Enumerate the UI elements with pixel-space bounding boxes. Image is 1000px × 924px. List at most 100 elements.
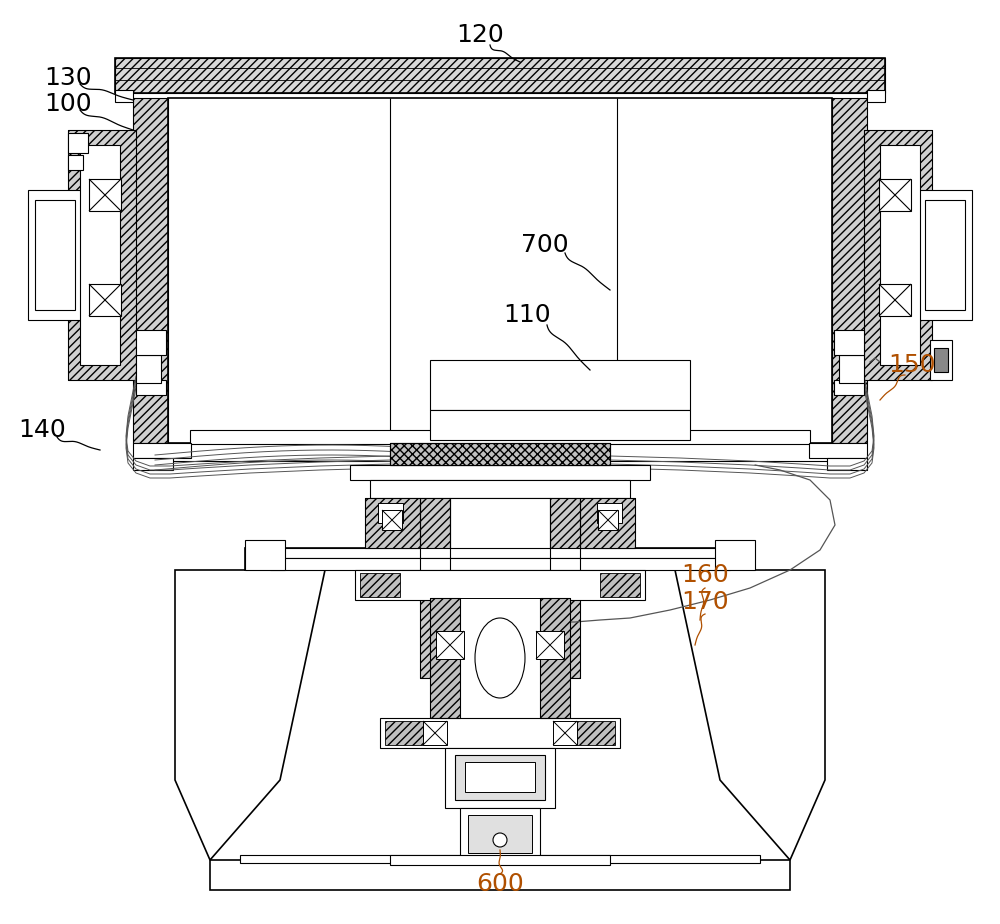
Bar xyxy=(715,540,755,570)
Bar xyxy=(867,90,885,102)
Bar xyxy=(864,130,932,380)
Circle shape xyxy=(493,833,507,847)
Bar xyxy=(245,548,755,570)
Bar xyxy=(380,718,620,748)
Bar xyxy=(445,748,555,808)
Polygon shape xyxy=(175,570,325,860)
Bar xyxy=(245,540,285,570)
Bar xyxy=(834,380,864,395)
Bar xyxy=(80,145,120,365)
Bar xyxy=(540,598,570,718)
Bar xyxy=(365,498,420,548)
Text: 140: 140 xyxy=(18,418,66,442)
Bar xyxy=(68,133,88,153)
Bar xyxy=(575,721,615,745)
Bar xyxy=(168,443,832,461)
Bar xyxy=(468,815,532,853)
Bar xyxy=(540,598,570,718)
Bar xyxy=(89,179,121,211)
Bar xyxy=(210,860,790,890)
Ellipse shape xyxy=(475,618,525,698)
Bar xyxy=(390,855,610,865)
Bar xyxy=(350,465,650,480)
Bar xyxy=(460,598,540,718)
Bar xyxy=(136,380,166,395)
Text: 150: 150 xyxy=(888,353,936,377)
Bar xyxy=(35,200,75,310)
Bar xyxy=(136,330,166,355)
Text: 100: 100 xyxy=(44,92,92,116)
Bar xyxy=(365,498,420,548)
Bar xyxy=(880,145,920,365)
Bar xyxy=(925,200,965,310)
Bar xyxy=(420,498,450,678)
Bar xyxy=(168,98,832,443)
Bar xyxy=(280,548,720,558)
Bar xyxy=(430,410,690,440)
Bar xyxy=(809,443,867,458)
Text: 120: 120 xyxy=(456,23,504,47)
Bar xyxy=(133,443,191,458)
Bar xyxy=(355,570,645,600)
Bar xyxy=(390,443,610,465)
Bar xyxy=(378,503,403,523)
Bar xyxy=(190,430,810,444)
Bar xyxy=(864,130,932,380)
Bar xyxy=(600,573,640,597)
Bar xyxy=(390,443,610,465)
Bar xyxy=(68,155,83,170)
Bar xyxy=(430,598,460,718)
Bar xyxy=(115,90,133,102)
Text: 130: 130 xyxy=(44,66,92,90)
Bar xyxy=(89,284,121,316)
Polygon shape xyxy=(675,570,825,860)
Text: 160: 160 xyxy=(681,563,729,587)
Bar xyxy=(430,598,460,718)
Bar xyxy=(115,58,885,93)
Bar xyxy=(832,98,867,443)
Bar xyxy=(436,631,464,659)
Bar xyxy=(455,755,545,800)
Bar xyxy=(450,498,550,678)
Bar xyxy=(28,190,83,320)
Bar xyxy=(460,808,540,858)
Bar xyxy=(68,130,136,380)
Text: 170: 170 xyxy=(681,590,729,614)
Bar xyxy=(834,330,864,355)
Bar xyxy=(580,498,635,548)
Bar xyxy=(550,498,580,678)
Text: 700: 700 xyxy=(521,233,569,257)
Text: 110: 110 xyxy=(503,303,551,327)
Bar xyxy=(115,58,885,93)
Bar xyxy=(133,458,173,470)
Bar xyxy=(580,498,635,548)
Bar xyxy=(133,98,168,443)
Bar xyxy=(420,498,450,678)
Bar xyxy=(553,721,577,745)
Bar xyxy=(934,348,948,372)
Bar xyxy=(68,130,136,380)
Text: 600: 600 xyxy=(476,872,524,896)
Bar xyxy=(360,573,400,597)
Bar xyxy=(879,179,911,211)
Bar xyxy=(240,855,760,863)
Bar xyxy=(270,558,730,570)
Bar xyxy=(839,355,864,383)
Bar xyxy=(879,284,911,316)
Bar xyxy=(598,510,618,530)
Bar xyxy=(136,355,161,383)
Bar xyxy=(550,498,580,678)
Bar xyxy=(597,503,622,523)
Bar xyxy=(370,480,630,498)
Bar xyxy=(827,458,867,470)
Bar xyxy=(430,360,690,410)
Bar xyxy=(385,721,425,745)
Bar xyxy=(133,98,168,443)
Bar xyxy=(917,190,972,320)
Bar xyxy=(465,762,535,792)
Bar xyxy=(832,98,867,443)
Bar xyxy=(423,721,447,745)
Bar xyxy=(382,510,402,530)
Bar xyxy=(536,631,564,659)
Bar xyxy=(930,340,952,380)
